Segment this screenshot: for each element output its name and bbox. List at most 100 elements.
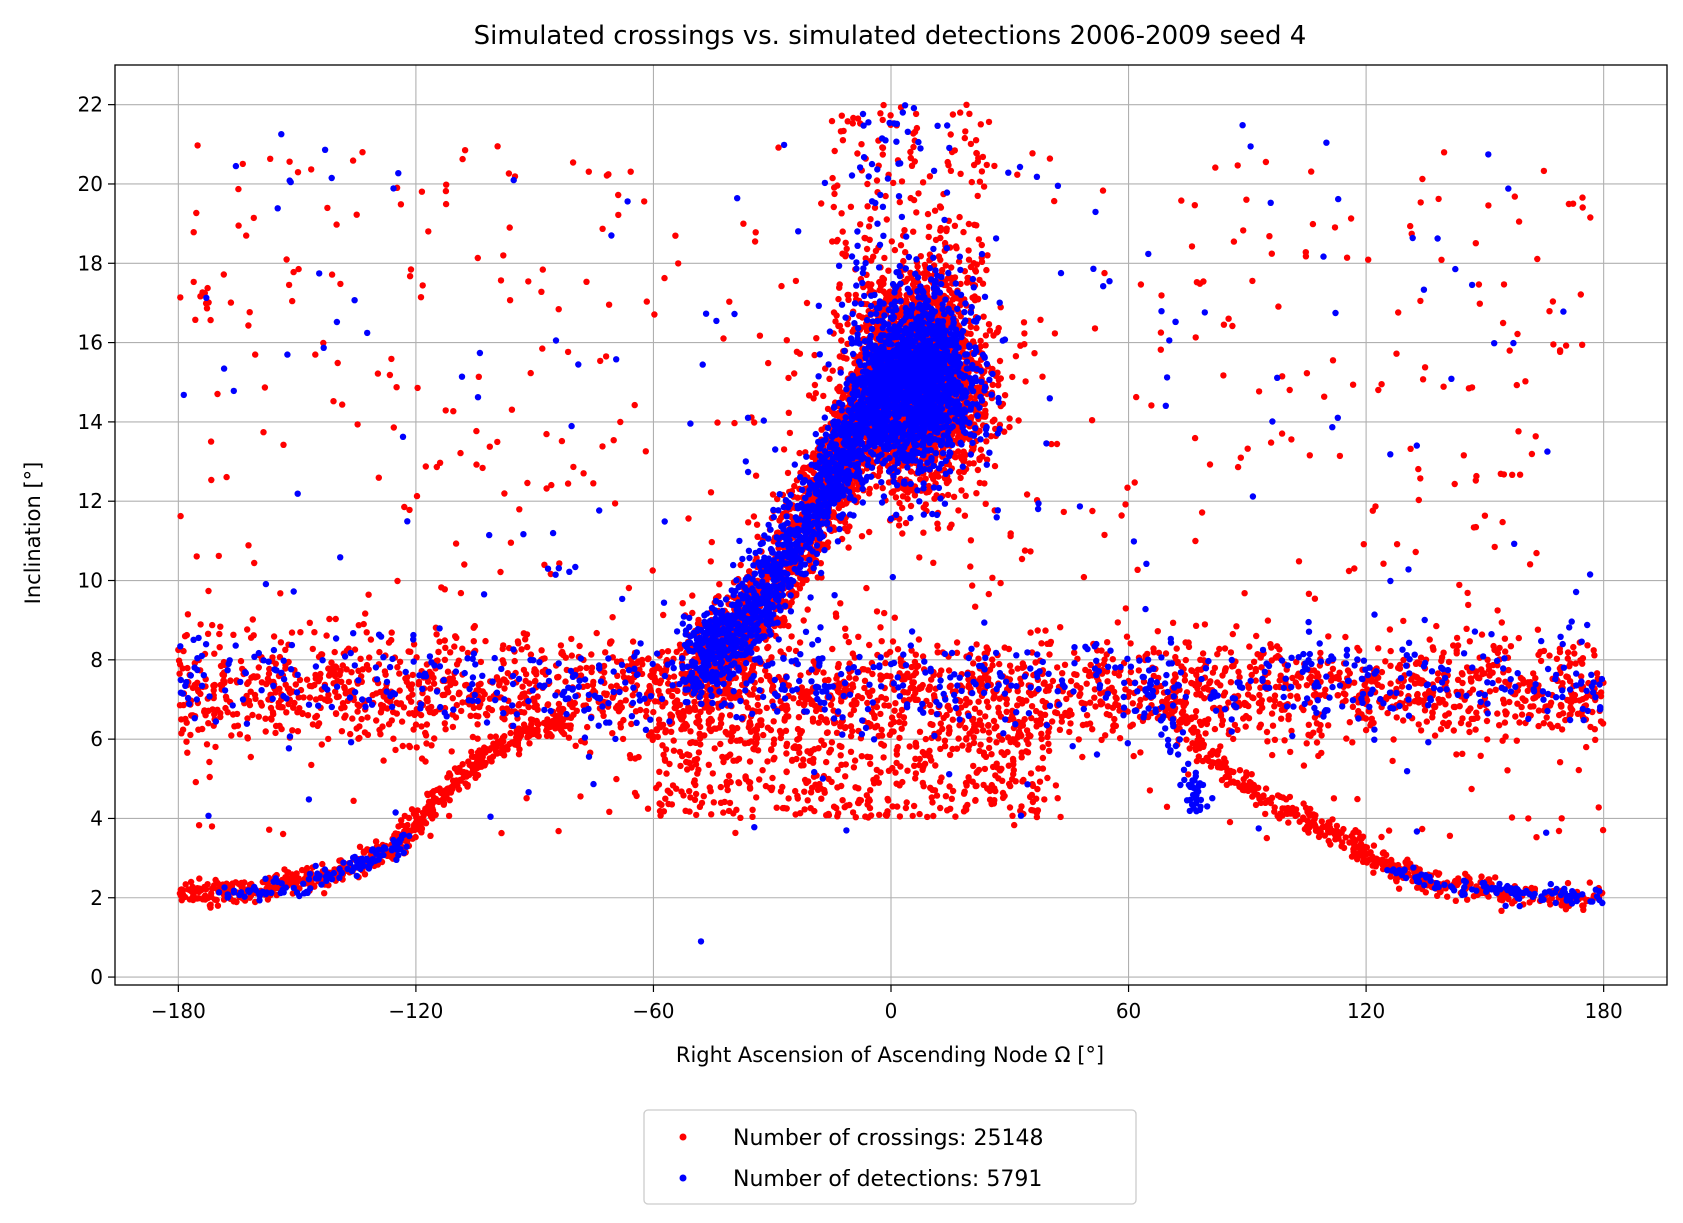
crossing-point: [926, 701, 934, 709]
crossing-point: [916, 684, 924, 691]
crossing-point: [671, 704, 678, 712]
crossing-point: [1554, 722, 1561, 730]
crossing-point: [1370, 842, 1378, 849]
crossing-point: [266, 665, 273, 673]
crossing-point: [470, 638, 477, 645]
crossing-point: [351, 646, 359, 653]
crossing-point: [852, 675, 859, 682]
crossing-point: [388, 636, 395, 644]
crossing-point: [1252, 667, 1260, 675]
crossing-point: [1324, 827, 1332, 835]
crossing-point: [894, 646, 902, 653]
crossing-point: [348, 669, 355, 676]
crossing-point: [1101, 656, 1108, 663]
crossing-point: [1340, 825, 1347, 833]
crossing-point: [1164, 695, 1171, 703]
crossing-point: [444, 668, 452, 675]
crossing-point: [1392, 876, 1400, 883]
crossing-point: [1285, 712, 1292, 719]
crossing-point: [1250, 787, 1257, 794]
crossing-point: [1063, 695, 1070, 703]
crossing-point: [1008, 668, 1015, 675]
crossing-point: [1211, 725, 1219, 733]
crossing-point: [467, 712, 474, 719]
crossing-point: [313, 712, 321, 720]
crossing-point: [470, 704, 477, 712]
crossing-point: [1271, 697, 1279, 704]
crossing-point: [303, 864, 311, 872]
crossing-point: [1453, 751, 1460, 758]
crossing-point: [1534, 626, 1542, 633]
crossing-point: [213, 896, 220, 904]
crossing-point: [408, 681, 416, 688]
crossing-point: [251, 691, 259, 699]
crossing-point: [449, 723, 457, 731]
crossing-point: [976, 709, 983, 716]
crossing-point: [181, 893, 189, 901]
crossing-point: [626, 751, 634, 759]
crossing-point: [204, 630, 212, 637]
crossing-point: [1271, 692, 1279, 699]
crossing-point: [850, 706, 858, 714]
crossing-point: [1109, 656, 1117, 663]
crossing-point: [396, 687, 403, 694]
crossing-point: [1305, 731, 1312, 738]
crossing-point: [355, 667, 362, 674]
crossing-point: [1202, 730, 1209, 737]
crossing-point: [515, 701, 523, 709]
crossing-point: [216, 630, 223, 638]
crossing-point: [1027, 629, 1034, 636]
crossing-point: [1504, 767, 1511, 774]
crossing-point: [317, 670, 324, 678]
crossing-point: [913, 663, 920, 671]
crossing-point: [1453, 634, 1461, 642]
crossing-point: [1083, 712, 1091, 719]
crossing-point: [589, 681, 597, 689]
crossing-point: [324, 697, 331, 705]
crossing-point: [354, 708, 361, 715]
crossing-point: [1349, 739, 1356, 746]
crossing-point: [565, 734, 573, 741]
crossing-point: [428, 670, 435, 678]
crossing-point: [1283, 796, 1290, 803]
crossing-point: [332, 671, 340, 679]
crossing-point: [1079, 700, 1087, 707]
crossing-point: [1567, 704, 1574, 711]
crossing-point: [339, 700, 347, 707]
crossing-point: [363, 661, 371, 669]
crossing-point: [1515, 634, 1523, 642]
crossing-point: [1384, 709, 1391, 717]
crossing-point: [1506, 698, 1513, 706]
crossing-point: [1389, 757, 1396, 765]
crossing-point: [470, 624, 477, 631]
crossing-point: [797, 694, 805, 701]
crossing-point: [247, 634, 255, 641]
crossing-point: [562, 678, 569, 685]
crossing-point: [182, 881, 189, 888]
crossing-point: [800, 464, 807, 471]
crossing-point: [283, 709, 290, 716]
crossing-point: [1086, 720, 1094, 727]
crossing-point: [392, 746, 399, 754]
crossing-point: [609, 694, 616, 701]
crossing-point: [1097, 690, 1104, 697]
crossing-point: [1247, 779, 1255, 786]
crossing-point: [211, 711, 218, 718]
crossing-point: [363, 629, 370, 636]
crossing-point: [1458, 670, 1466, 677]
crossing-point: [1463, 664, 1471, 671]
crossing-point: [861, 684, 868, 692]
crossing-point: [860, 666, 868, 673]
crossing-point: [318, 741, 325, 748]
crossing-point: [282, 681, 289, 688]
crossing-point: [1459, 679, 1466, 687]
crossing-point: [1325, 819, 1332, 826]
crossing-point: [534, 720, 541, 727]
crossing-point: [464, 781, 471, 789]
crossing-point: [1127, 640, 1134, 647]
crossing-point: [331, 648, 338, 656]
crossing-point: [1207, 763, 1215, 770]
crossing-point: [936, 671, 943, 679]
crossing-point: [842, 633, 849, 640]
crossing-point: [1252, 801, 1260, 809]
